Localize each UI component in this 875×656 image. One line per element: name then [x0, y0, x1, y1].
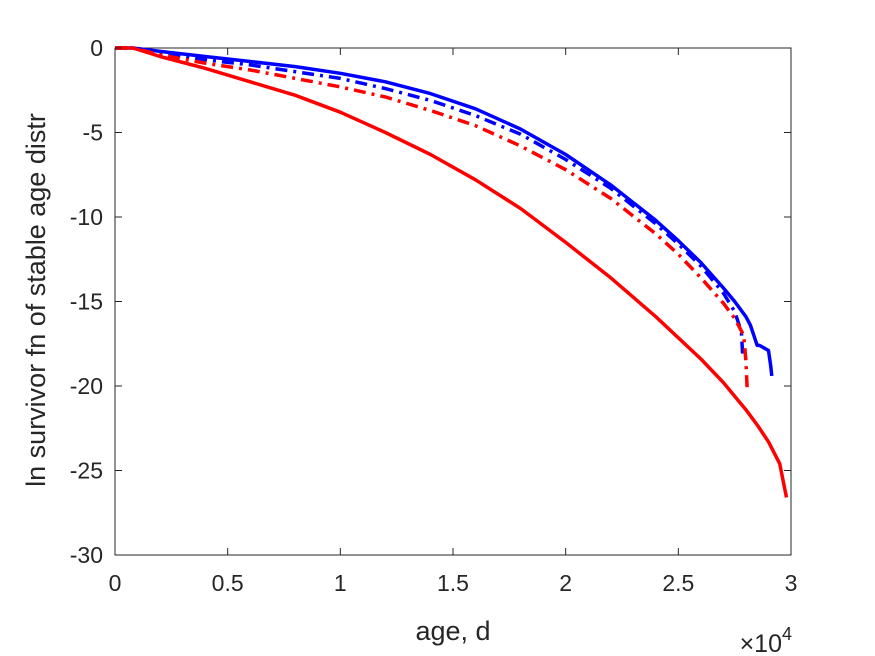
plot-area: [114, 47, 792, 556]
y-axis-label: ln survivor fn of stable age distr: [21, 113, 51, 487]
x-tick-label: 0.5: [212, 570, 244, 596]
series-line-4: [115, 46, 789, 498]
x-axis-label: age, d: [415, 616, 490, 646]
x-axis-exponent: ×104: [740, 624, 792, 656]
series-layer: [115, 46, 789, 498]
y-tick-label: -25: [70, 458, 103, 484]
y-tick-label: -10: [70, 204, 103, 230]
y-tick-label: -5: [83, 120, 103, 146]
x-tick-label: 2: [559, 570, 572, 596]
x-axis-exponent-power: 4: [782, 624, 792, 644]
plot-frame: [114, 47, 792, 556]
ticks-layer: 0 0.5 1 1.5 2 2.5 3 0 -5 -10 -15 -20 -25 -30: [70, 35, 798, 596]
x-tick-label: 2.5: [662, 570, 694, 596]
series-line-1: [115, 46, 774, 377]
x-tick-label: 3: [785, 570, 798, 596]
y-tick-label: -20: [70, 373, 103, 399]
y-tick-label: -15: [70, 289, 103, 315]
x-tick-label: 1.5: [437, 570, 469, 596]
x-axis-exponent-base: ×10: [740, 630, 782, 656]
y-tick-label: -30: [70, 542, 103, 568]
y-tick-label: 0: [90, 35, 103, 61]
x-tick-label: 1: [334, 570, 347, 596]
x-tick-label: 0: [109, 570, 122, 596]
labels-layer: age, d ln survivor fn of stable age dist…: [21, 113, 792, 656]
